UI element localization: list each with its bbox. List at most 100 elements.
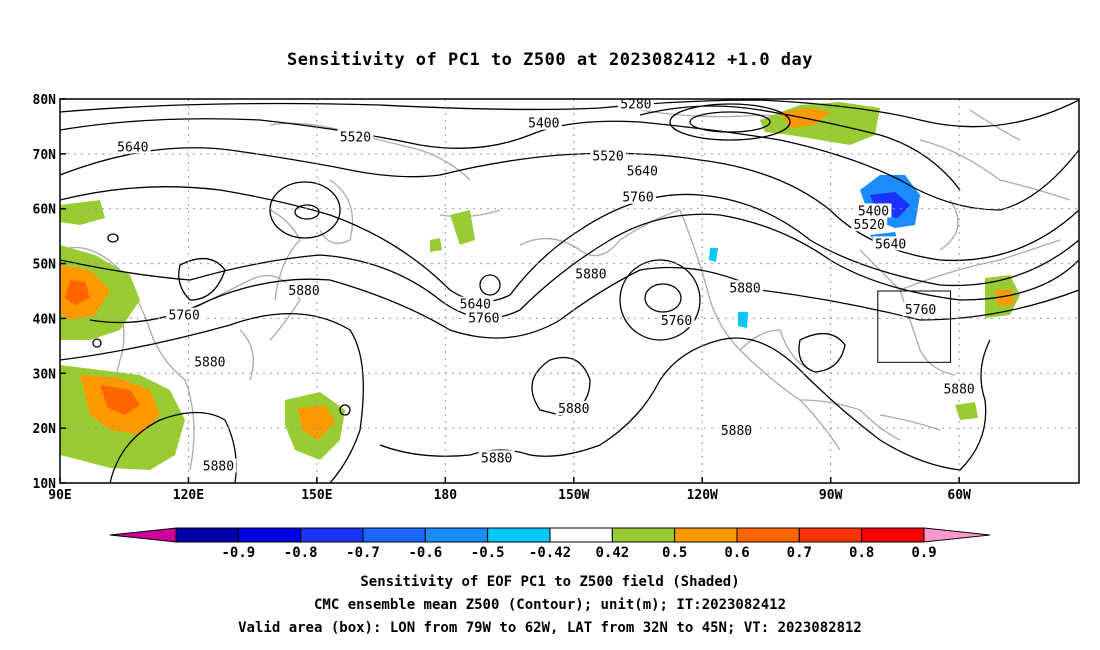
contour-label-bg xyxy=(617,99,654,111)
lat-tick-label: 50N xyxy=(33,258,57,273)
contour-label: 5760 xyxy=(905,303,936,318)
contour-label-bg xyxy=(855,203,892,218)
lon-tick-label: 120W xyxy=(687,488,718,503)
colorbar-swatch xyxy=(798,527,863,543)
caption-shaded: Sensitivity of EOF PC1 to Z500 field (Sh… xyxy=(360,574,740,590)
sensitivity-shading xyxy=(60,102,1020,470)
colorbar-label: 0.7 xyxy=(787,545,812,561)
lon-tick-label: 180 xyxy=(434,488,458,503)
contour-label: 5880 xyxy=(558,402,589,417)
colorbar-swatch xyxy=(237,527,302,543)
contour-label: 5640 xyxy=(627,164,658,179)
contour-label-bg xyxy=(465,310,502,325)
plot-frame xyxy=(59,98,1080,484)
contour-label: 5880 xyxy=(481,451,512,466)
caption-valid-area: Valid area (box): LON from 79W to 62W, L… xyxy=(238,620,862,636)
lon-tick-label: 150W xyxy=(558,488,589,503)
contour-label: 5760 xyxy=(468,311,499,326)
contour-label: 5640 xyxy=(460,298,491,313)
valid-area-box xyxy=(877,290,952,363)
colorbar-label: 0.9 xyxy=(911,545,936,561)
contour-label-bg xyxy=(590,148,627,163)
colorbar-swatch xyxy=(487,527,551,543)
contour-label: 5400 xyxy=(858,204,889,219)
contour-label: 5280 xyxy=(620,97,651,112)
contour-label: 5880 xyxy=(721,424,752,439)
colorbar-label: 0.8 xyxy=(849,545,874,561)
contour-label-bg xyxy=(572,266,609,281)
contour-label: 5880 xyxy=(288,284,319,299)
colorbar-label: 0.42 xyxy=(595,545,629,561)
contour-label-bg xyxy=(114,139,151,154)
colorbar-label: 0.6 xyxy=(724,545,749,561)
colorbar-swatch xyxy=(611,527,676,543)
colorbar-swatch xyxy=(175,527,239,543)
grid-lines xyxy=(60,99,1079,483)
contour-label-bg xyxy=(727,280,764,295)
contour-label-bg xyxy=(624,163,661,178)
caption-contour: CMC ensemble mean Z500 (Contour); unit(m… xyxy=(313,597,786,613)
colorbar-swatch xyxy=(736,527,800,543)
contour-label-bg xyxy=(286,283,323,297)
contour-label-bg xyxy=(337,129,374,144)
contour-label-bg xyxy=(902,302,939,317)
contour-label: 5880 xyxy=(203,460,234,475)
colorbar-swatch xyxy=(300,527,364,543)
contour-label: 5520 xyxy=(340,130,371,145)
lon-tick-label: 90W xyxy=(819,488,843,503)
contour-label-bg xyxy=(872,236,909,251)
lat-tick-label: 20N xyxy=(33,422,57,437)
contour-label: 5880 xyxy=(194,355,225,370)
contour-label: 5760 xyxy=(622,191,653,206)
contour-label-bg xyxy=(718,422,755,437)
lon-tick-label: 60W xyxy=(947,488,971,503)
longitude-axis: 90E 120E 150E 180 150W 120W 90W 60W xyxy=(48,477,971,503)
contour-label-bg xyxy=(166,307,203,322)
map-title: Sensitivity of PC1 to Z500 at 2023082412… xyxy=(286,50,813,70)
colorbar-upper-extend xyxy=(923,527,991,543)
colorbar-label: -0.8 xyxy=(284,545,318,561)
colorbar-label: 0.5 xyxy=(662,545,687,561)
contour-label-bg xyxy=(200,458,237,473)
colorbar-swatch xyxy=(674,527,738,543)
colorbar-swatch xyxy=(362,527,426,543)
colorbar-label: -0.42 xyxy=(529,545,571,561)
colorbar: -0.9 -0.8 -0.7 -0.6 -0.5 -0.42 0.42 0.5 0.6 0.7 0.… xyxy=(109,527,991,561)
colorbar-label: -0.9 xyxy=(221,545,255,561)
contour-label: 5520 xyxy=(854,218,885,233)
colorbar-swatch xyxy=(424,527,489,543)
colorbar-label: -0.7 xyxy=(346,545,380,561)
colorbar-swatch xyxy=(861,527,925,543)
colorbar-swatch xyxy=(549,527,613,543)
contour-label: 5760 xyxy=(661,314,692,329)
contour-label-bg xyxy=(457,296,494,311)
contour-label-bg xyxy=(555,400,592,415)
contour-label: 5760 xyxy=(169,309,200,324)
lat-tick-label: 80N xyxy=(33,93,57,108)
lon-tick-label: 120E xyxy=(173,488,204,503)
contour-label: 5880 xyxy=(729,281,760,296)
latitude-axis: 80N 70N 60N 50N 40N 30N 20N 10N xyxy=(33,93,66,492)
contour-label-bg xyxy=(620,189,657,204)
contour-label-bg xyxy=(941,381,978,396)
contour-label: 5880 xyxy=(943,383,974,398)
contour-label: 5520 xyxy=(592,150,623,165)
colorbar-label: -0.6 xyxy=(408,545,442,561)
contour-label-bg xyxy=(191,354,228,369)
contour-label-bg xyxy=(478,450,515,465)
contour-label-bg xyxy=(658,313,695,328)
contour-label-bg xyxy=(525,115,562,130)
contour-label-bg xyxy=(851,217,888,232)
lon-tick-label: 150E xyxy=(301,488,332,503)
contour-label: 5880 xyxy=(575,268,606,283)
lat-tick-label: 60N xyxy=(33,203,57,218)
lon-tick-label: 90E xyxy=(48,488,71,503)
contour-labels: 5280540055205640552056405760540055205640… xyxy=(114,97,978,475)
lat-tick-label: 30N xyxy=(33,367,57,382)
colorbar-label: -0.5 xyxy=(471,545,505,561)
contour-label: 5640 xyxy=(117,140,148,155)
sensitivity-map: 5280540055205640552056405760540055205640… xyxy=(33,93,1080,561)
contour-label: 5640 xyxy=(875,237,906,252)
lat-tick-label: 40N xyxy=(33,312,57,327)
lat-tick-label: 70N xyxy=(33,148,57,163)
